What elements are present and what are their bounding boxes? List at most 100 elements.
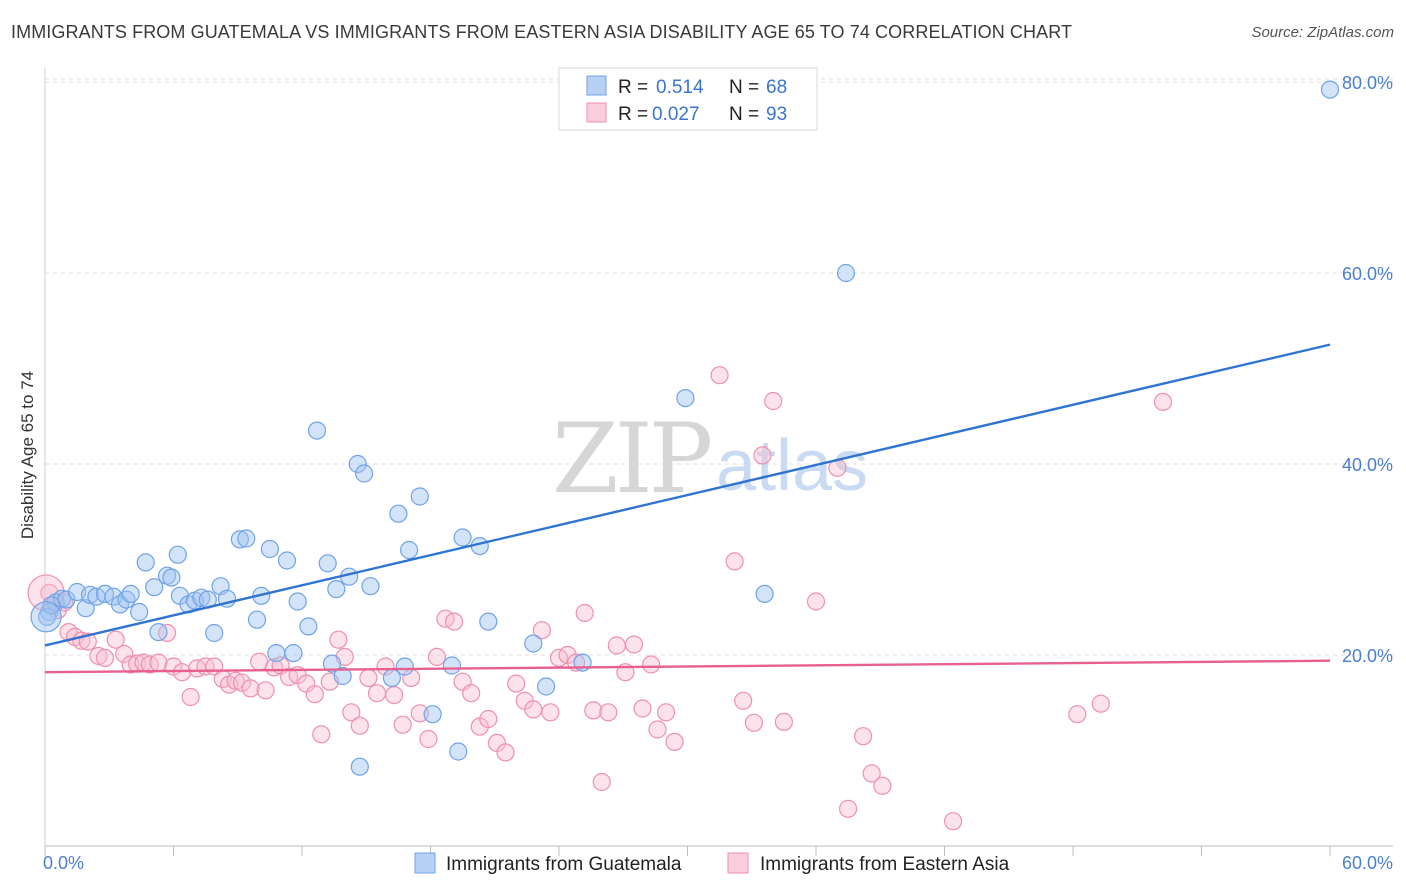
- point-guatemala-39: [318, 554, 337, 573]
- point-eastern-asia-59: [507, 674, 526, 693]
- point-eastern-asia-86: [838, 799, 858, 818]
- point-eastern-asia-36: [312, 725, 331, 744]
- point-eastern-asia-67: [575, 603, 594, 623]
- point-eastern-asia-75: [641, 655, 661, 674]
- point-eastern-asia-68: [584, 701, 603, 720]
- trend-line-guatemala: [44, 343, 1331, 647]
- point-eastern-asia-81: [744, 713, 764, 732]
- point-eastern-asia-90: [943, 812, 963, 831]
- point-eastern-asia-61: [524, 700, 543, 719]
- point-guatemala-52: [410, 487, 429, 506]
- point-guatemala-6: [80, 585, 100, 604]
- point-guatemala-32: [260, 539, 279, 559]
- axes: [44, 68, 1393, 856]
- series-eastern-asia-points: [27, 366, 1173, 831]
- point-guatemala-35: [284, 643, 303, 663]
- point-eastern-asia-77: [656, 703, 676, 722]
- point-guatemala-45: [355, 464, 374, 483]
- point-eastern-asia-94: [710, 366, 729, 385]
- trend-lines: [44, 343, 1331, 674]
- point-guatemala-15: [145, 578, 164, 597]
- source-label: Source: ZipAtlas.com: [1251, 24, 1394, 41]
- point-guatemala-44: [348, 454, 367, 474]
- point-eastern-asia-73: [624, 635, 644, 654]
- trend-line-eastern-asia: [44, 659, 1331, 674]
- legend-r-label-1: R =: [618, 77, 648, 98]
- point-guatemala-29: [237, 529, 256, 548]
- point-guatemala-56: [453, 528, 472, 547]
- point-guatemala-65: [1320, 80, 1340, 99]
- point-guatemala-49: [389, 504, 408, 523]
- watermark-zip: ZIP: [552, 403, 711, 515]
- point-eastern-asia-cluster: [27, 574, 65, 612]
- y-tick-label-20: 20.0%: [1342, 646, 1393, 666]
- legend-r-value-1: 0.514: [656, 77, 704, 98]
- point-eastern-asia-58: [496, 743, 515, 762]
- point-eastern-asia-49: [419, 729, 438, 749]
- point-eastern-asia-8: [95, 648, 115, 668]
- point-eastern-asia-71: [607, 636, 626, 655]
- point-guatemala-55: [449, 742, 468, 761]
- x-tick-label-min: 0.0%: [43, 853, 84, 873]
- point-eastern-asia-78: [665, 732, 684, 752]
- point-guatemala-18: [162, 568, 181, 587]
- point-eastern-asia-80: [734, 691, 753, 710]
- point-guatemala-16: [149, 622, 168, 642]
- point-eastern-asia-42: [359, 668, 378, 688]
- point-eastern-asia-43: [367, 684, 387, 703]
- point-eastern-asia-63: [541, 703, 560, 722]
- point-guatemala-28: [230, 530, 249, 549]
- legend-swatch-pink: [586, 102, 607, 123]
- point-eastern-asia-89: [873, 776, 892, 795]
- legend-n-label-2: N =: [729, 104, 759, 125]
- legend-n-label-1: N =: [729, 77, 759, 98]
- bottom-legend-swatch-guatemala: [414, 852, 436, 874]
- point-eastern-asia-82: [753, 446, 772, 465]
- point-guatemala-46: [361, 577, 380, 596]
- point-eastern-asia-52: [445, 612, 464, 631]
- point-eastern-asia-92: [1091, 694, 1110, 713]
- point-eastern-asia-15: [149, 653, 168, 672]
- point-guatemala-60: [536, 677, 556, 696]
- point-eastern-asia-45: [385, 685, 404, 705]
- point-guatemala-25: [205, 623, 224, 643]
- y-tick-label-40: 40.0%: [1342, 455, 1393, 475]
- point-guatemala-12: [121, 584, 140, 604]
- point-guatemala-23: [192, 588, 211, 607]
- point-eastern-asia-40: [342, 703, 361, 722]
- point-eastern-asia-56: [479, 709, 498, 729]
- point-guatemala-cluster: [30, 601, 62, 633]
- point-eastern-asia-48: [410, 704, 429, 723]
- bottom-legend-label-eastern-asia: Immigrants from Eastern Asia: [760, 854, 1010, 875]
- point-guatemala-66: [37, 607, 57, 626]
- bottom-legend-swatch-eastern-asia: [727, 852, 749, 874]
- point-eastern-asia-70: [599, 703, 618, 722]
- point-guatemala-67: [42, 596, 61, 615]
- point-guatemala-19: [168, 545, 187, 564]
- point-guatemala-62: [676, 389, 695, 408]
- legend-swatch-blue: [586, 75, 607, 96]
- point-eastern-asia-93: [1153, 392, 1173, 411]
- point-guatemala-54: [442, 656, 461, 675]
- point-eastern-asia-74: [633, 699, 652, 718]
- point-eastern-asia-87: [853, 727, 873, 746]
- point-guatemala-14: [136, 553, 155, 572]
- point-eastern-asia-9: [106, 630, 125, 649]
- legend-r-value-2: 0.027: [652, 104, 700, 125]
- y-axis-label: Disability Age 65 to 74: [18, 371, 37, 539]
- point-eastern-asia-46: [393, 715, 412, 734]
- point-eastern-asia-83: [764, 391, 783, 411]
- y-tick-label-80: 80.0%: [1342, 73, 1393, 93]
- point-guatemala-37: [299, 617, 318, 636]
- point-eastern-asia-7: [89, 646, 108, 666]
- point-eastern-asia-29: [256, 681, 275, 700]
- point-guatemala-13: [130, 602, 149, 622]
- point-guatemala-40: [322, 654, 342, 673]
- y-tick-label-60: 60.0%: [1342, 264, 1393, 284]
- point-guatemala-51: [400, 540, 419, 560]
- point-guatemala-63: [755, 584, 774, 604]
- point-eastern-asia-91: [1068, 705, 1087, 724]
- x-tick-label-max: 60.0%: [1342, 853, 1393, 873]
- point-guatemala-42: [333, 666, 352, 686]
- point-eastern-asia-35: [305, 685, 324, 704]
